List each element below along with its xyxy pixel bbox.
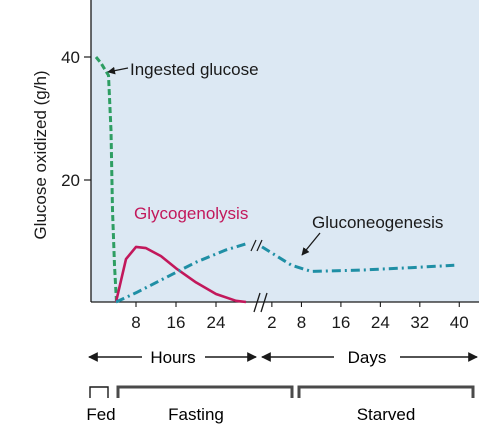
days-unit-label: Days bbox=[348, 348, 387, 367]
x-tick-labels: 8 16 24 2 8 16 24 32 40 bbox=[131, 302, 468, 332]
hours-unit-label: Hours bbox=[150, 348, 195, 367]
x-tick-label-days-16: 16 bbox=[331, 313, 350, 332]
x-tick-label-hours-8: 8 bbox=[131, 313, 140, 332]
x-tick-label-hours-24: 24 bbox=[207, 313, 226, 332]
starved-bracket bbox=[299, 387, 473, 398]
gluconeogenesis-label: Gluconeogenesis bbox=[312, 213, 443, 232]
y-tick-label-40: 40 bbox=[61, 48, 80, 67]
y-tick-label-20: 20 bbox=[61, 171, 80, 190]
x-tick-label-days-32: 32 bbox=[410, 313, 429, 332]
y-axis-label: Glucose oxidized (g/h) bbox=[31, 70, 50, 239]
glycogenolysis-label: Glycogenolysis bbox=[134, 204, 248, 223]
fasting-bracket bbox=[118, 387, 292, 398]
x-tick-label-days-8: 8 bbox=[297, 313, 306, 332]
phase-label-fed: Fed bbox=[86, 405, 115, 424]
x-tick-label-days-24: 24 bbox=[371, 313, 390, 332]
phase-label-starved: Starved bbox=[357, 405, 416, 424]
fed-bracket bbox=[90, 387, 108, 398]
plot-background bbox=[91, 0, 479, 302]
phase-label-fasting: Fasting bbox=[168, 405, 224, 424]
x-tick-label-days-40: 40 bbox=[450, 313, 469, 332]
x-tick-label-hours-16: 16 bbox=[167, 313, 186, 332]
ingested-glucose-label: Ingested glucose bbox=[130, 60, 259, 79]
x-tick-label-days-2: 2 bbox=[267, 313, 276, 332]
